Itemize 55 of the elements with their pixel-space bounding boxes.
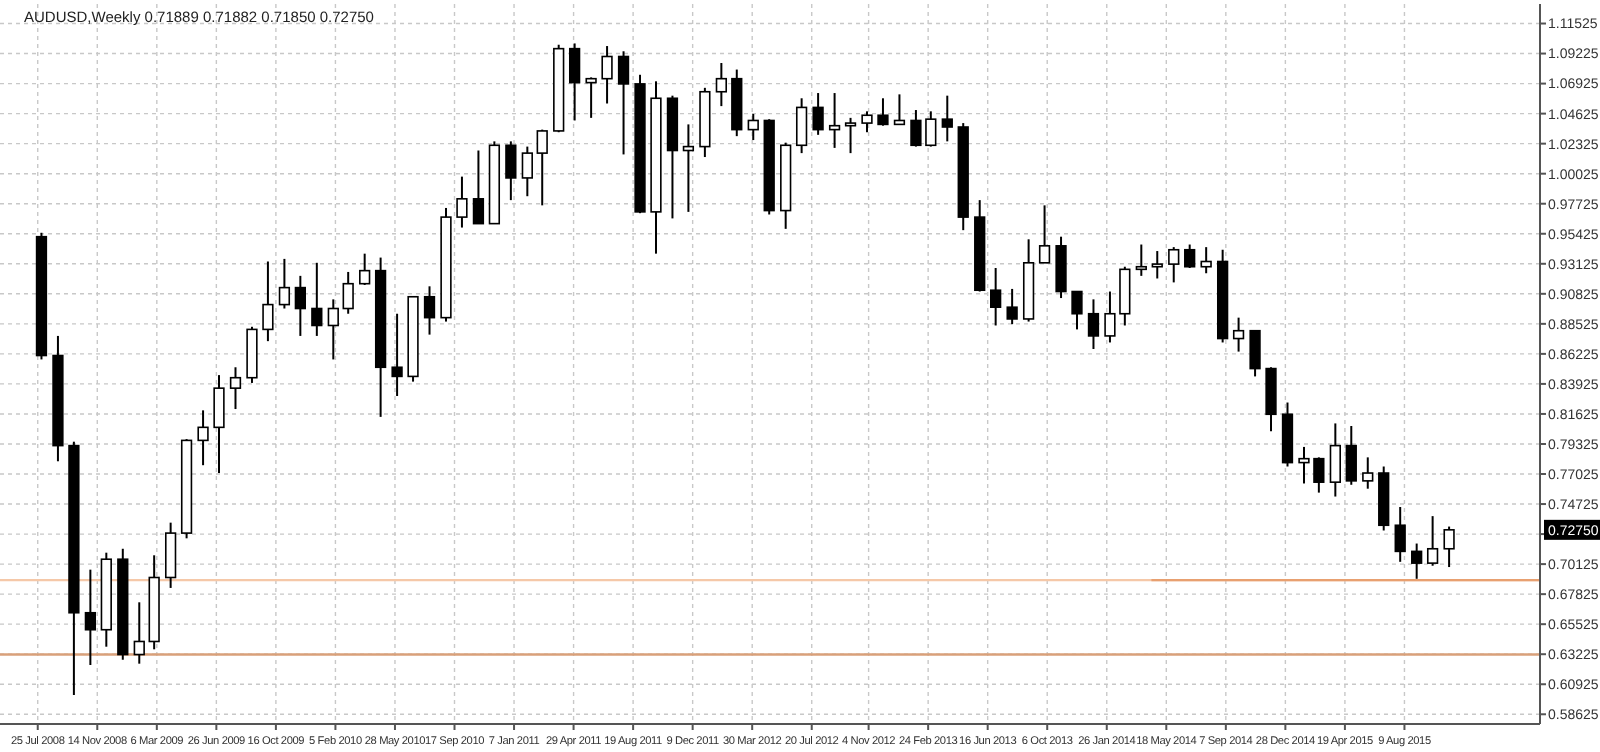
candlestick xyxy=(812,92,824,136)
candlestick xyxy=(311,261,323,337)
candlestick xyxy=(1362,456,1374,490)
candlestick xyxy=(1249,329,1261,378)
candlestick xyxy=(990,267,1002,327)
candlestick xyxy=(1055,235,1067,300)
candlestick xyxy=(327,298,339,361)
candlestick xyxy=(456,175,468,229)
candlestick xyxy=(84,568,97,666)
candlestick xyxy=(505,140,517,202)
candlestick xyxy=(715,62,728,108)
candlestick xyxy=(213,374,225,475)
candlestick xyxy=(1329,422,1341,498)
candlestick xyxy=(1006,287,1018,326)
candlestick xyxy=(472,149,485,225)
candlestick xyxy=(342,270,354,315)
candlestick xyxy=(1426,515,1439,567)
candlestick xyxy=(1345,425,1357,486)
candlestick xyxy=(536,128,548,207)
candlestick xyxy=(197,409,209,467)
candlestick xyxy=(229,366,242,411)
candlestick xyxy=(164,521,177,589)
candlestick xyxy=(568,42,581,122)
candlestick xyxy=(1038,204,1051,264)
candlestick xyxy=(1135,243,1147,277)
candlestick xyxy=(294,274,306,337)
candlestick xyxy=(1200,246,1212,275)
candlestick xyxy=(1411,542,1423,580)
candlestick xyxy=(1265,366,1277,433)
candlestick xyxy=(423,285,436,336)
candlestick xyxy=(828,92,841,149)
candlestick xyxy=(747,112,759,142)
candlestick xyxy=(877,97,889,127)
candlestick xyxy=(391,312,403,397)
candlestick xyxy=(278,257,291,310)
candlestick xyxy=(521,145,533,198)
candlestick xyxy=(795,97,808,155)
candlestick xyxy=(601,45,613,105)
candlestick xyxy=(1151,250,1163,280)
candlestick xyxy=(844,116,857,155)
candlestick xyxy=(1087,298,1100,350)
candlestick xyxy=(893,93,906,126)
candlestick xyxy=(133,601,145,665)
candlestick xyxy=(1443,525,1455,569)
candlestick xyxy=(585,76,597,119)
candlestick xyxy=(1168,246,1180,284)
candlestick xyxy=(262,260,274,343)
candlestick xyxy=(1394,505,1406,563)
candlestick xyxy=(617,50,630,156)
candlestick xyxy=(1071,290,1083,331)
candlestick xyxy=(682,123,695,213)
candlestick xyxy=(359,252,371,286)
candlestick xyxy=(861,110,873,134)
candlestick xyxy=(941,94,953,143)
candlestick xyxy=(1232,316,1245,353)
